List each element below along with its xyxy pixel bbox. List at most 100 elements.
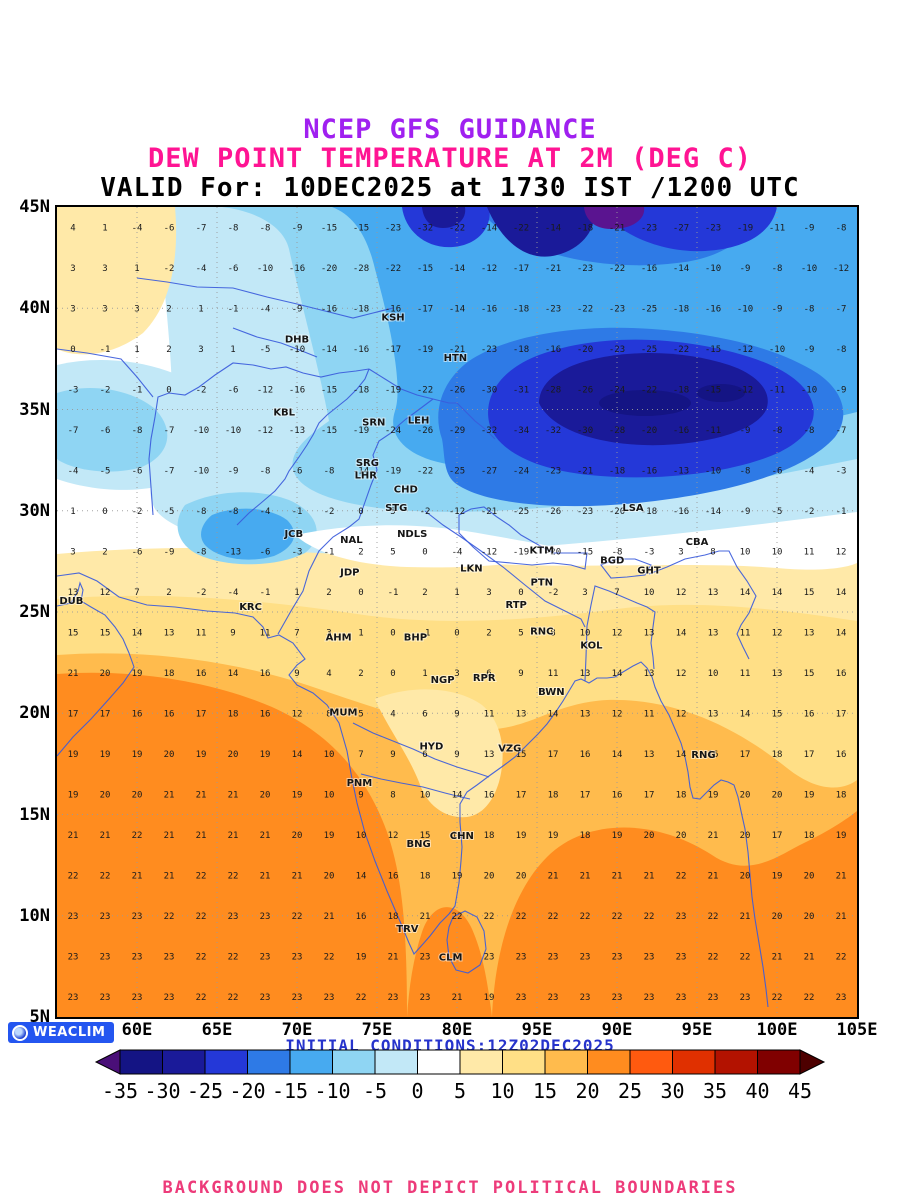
grid-value: 23 <box>324 993 335 1003</box>
grid-value: 1 <box>134 264 139 274</box>
title-model: NCEP GFS GUIDANCE <box>303 114 597 145</box>
grid-value: 22 <box>452 952 463 962</box>
grid-value: 18 <box>228 709 239 719</box>
grid-value: -16 <box>289 264 305 274</box>
grid-value: 21 <box>228 790 239 800</box>
grid-value: -9 <box>292 223 303 233</box>
grid-value: 23 <box>68 993 79 1003</box>
colorbar-segment <box>672 1049 716 1075</box>
grid-value: 10 <box>644 588 655 598</box>
grid-value: 19 <box>324 831 335 841</box>
lon-tick-100E: 100E <box>756 1020 798 1040</box>
grid-value: -2 <box>196 588 207 598</box>
grid-value: 16 <box>356 912 367 922</box>
grid-value: 21 <box>260 871 271 881</box>
grid-value: -14 <box>481 223 497 233</box>
grid-value: 21 <box>836 871 847 881</box>
grid-value: -6 <box>228 385 239 395</box>
station-label-DHB: DHB <box>285 335 309 346</box>
grid-value: 11 <box>740 669 751 679</box>
grid-value: 22 <box>772 993 783 1003</box>
grid-value: 22 <box>356 993 367 1003</box>
grid-value: -27 <box>481 466 497 476</box>
grid-value: -26 <box>449 385 465 395</box>
grid-value: 20 <box>324 871 335 881</box>
grid-value: -24 <box>609 385 625 395</box>
grid-value: 10 <box>324 790 335 800</box>
grid-value: 17 <box>100 709 111 719</box>
grid-value: 22 <box>612 912 623 922</box>
grid-value: -6 <box>772 466 783 476</box>
grid-value: 21 <box>324 912 335 922</box>
colorbar-label: -10 <box>314 1079 350 1103</box>
grid-value: -23 <box>545 466 561 476</box>
grid-value: 10 <box>356 831 367 841</box>
grid-value: 12 <box>772 628 783 638</box>
grid-value: -24 <box>385 426 401 436</box>
grid-value: -18 <box>609 466 625 476</box>
grid-value: -27 <box>673 223 689 233</box>
grid-value: 1 <box>102 223 107 233</box>
grid-value: 23 <box>420 952 431 962</box>
station-label-KTM: KTM <box>530 545 555 556</box>
grid-value: 0 <box>358 507 363 517</box>
grid-value: -24 <box>513 466 529 476</box>
station-label-RNG: RNG <box>691 750 715 761</box>
station-label-JCB: JCB <box>283 529 303 540</box>
lat-tick-20N: 20N <box>19 703 50 724</box>
grid-value: 22 <box>324 952 335 962</box>
grid-value: 1 <box>358 628 363 638</box>
colorbar-segment <box>417 1049 461 1075</box>
grid-value: 20 <box>772 790 783 800</box>
grid-value: -9 <box>164 547 175 557</box>
title-valid-time: VALID For: 10DEC2025 at 1730 IST /1200 U… <box>100 173 800 203</box>
grid-value: 4 <box>70 223 75 233</box>
grid-value: 15 <box>68 628 79 638</box>
grid-value: -1 <box>420 628 431 638</box>
colorbar-label: -20 <box>229 1079 265 1103</box>
grid-value: 21 <box>68 831 79 841</box>
grid-value: -7 <box>68 426 79 436</box>
grid-value: 0 <box>166 385 171 395</box>
station-label-CHD: CHD <box>394 485 418 496</box>
grid-value: 22 <box>100 871 111 881</box>
grid-value: -14 <box>353 466 369 476</box>
grid-value: -8 <box>228 507 239 517</box>
grid-value: 14 <box>612 669 623 679</box>
station-label-RTP: RTP <box>505 600 526 611</box>
colorbar-segment <box>714 1049 758 1075</box>
grid-value: -21 <box>481 507 497 517</box>
grid-value: 11 <box>196 628 207 638</box>
grid-value: -6 <box>132 547 143 557</box>
grid-value: 1 <box>294 588 299 598</box>
grid-value: -32 <box>417 223 433 233</box>
grid-value: -20 <box>321 264 337 274</box>
grid-value: -32 <box>545 426 561 436</box>
grid-value: 20 <box>164 750 175 760</box>
lat-tick-25N: 25N <box>19 602 50 622</box>
grid-value: 19 <box>292 790 303 800</box>
grid-value: -23 <box>577 264 593 274</box>
grid-value: 17 <box>580 790 591 800</box>
grid-value: 22 <box>164 912 175 922</box>
grid-value: 17 <box>68 709 79 719</box>
grid-value: 23 <box>644 993 655 1003</box>
colorbar-label: 0 <box>411 1079 423 1103</box>
grid-value: 6 <box>422 709 427 719</box>
grid-value: 21 <box>804 952 815 962</box>
grid-value: 16 <box>196 669 207 679</box>
grid-value: -15 <box>321 385 337 395</box>
grid-value: -28 <box>609 426 625 436</box>
grid-value: 13 <box>708 628 719 638</box>
grid-value: 22 <box>516 912 527 922</box>
grid-value: -1 <box>132 385 143 395</box>
station-label-BWN: BWN <box>538 687 564 698</box>
colorbar-segment <box>162 1049 206 1075</box>
grid-value: 3 <box>70 547 75 557</box>
station-label-KSH: KSH <box>381 312 404 323</box>
grid-value: -22 <box>449 223 465 233</box>
grid-value: 20 <box>260 790 271 800</box>
grid-value: 23 <box>164 952 175 962</box>
grid-value: 3 <box>486 588 491 598</box>
